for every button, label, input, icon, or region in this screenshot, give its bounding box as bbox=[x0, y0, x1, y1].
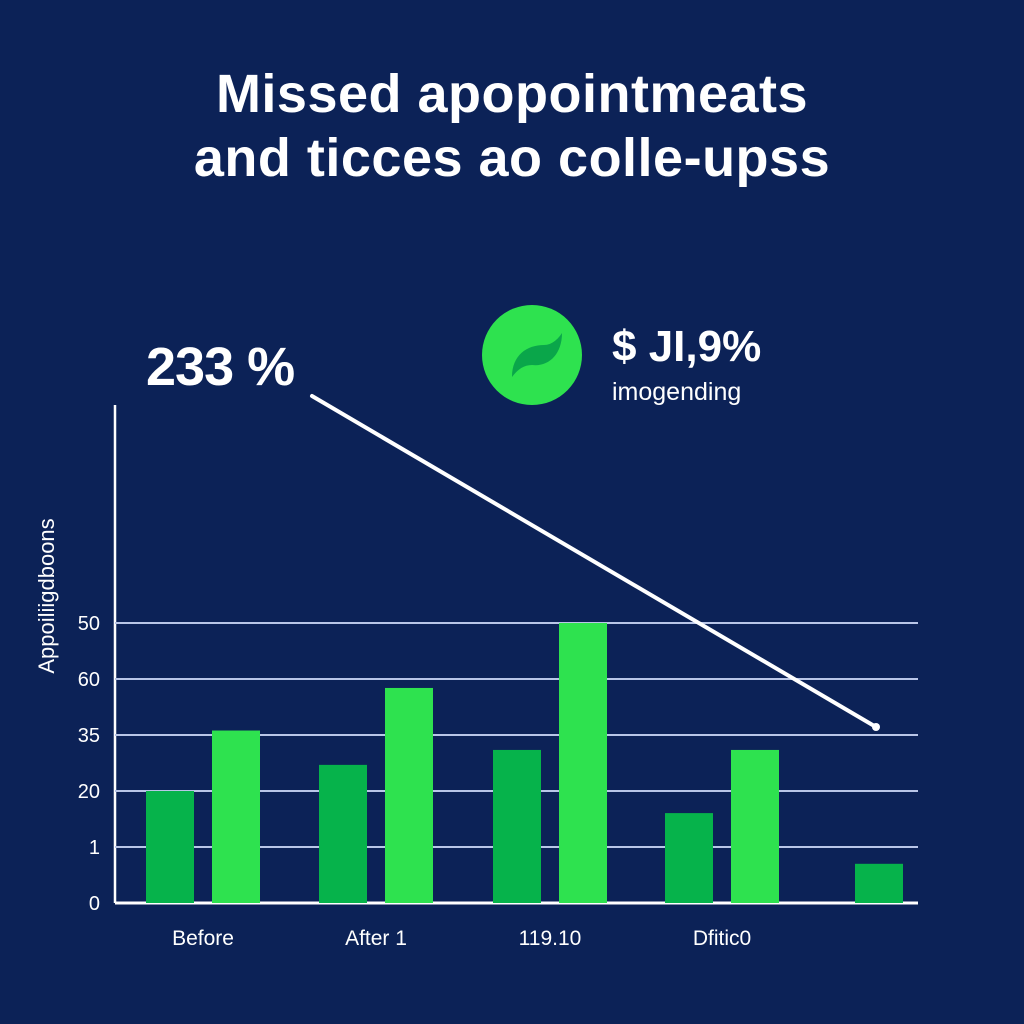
y-axis-label: Appoiliigdboons bbox=[34, 518, 59, 674]
bar-dark bbox=[319, 764, 367, 903]
x-tick-label: 119.10 bbox=[519, 927, 582, 950]
title-line-1: Missed apopointmeats bbox=[215, 64, 809, 124]
x-tick-label: After 1 bbox=[345, 927, 407, 950]
big-stat-callout: 233 % bbox=[146, 337, 295, 397]
bar-light bbox=[559, 623, 607, 903]
trend-line bbox=[310, 394, 878, 729]
title-line-2: and ticces ao colle-upss bbox=[193, 128, 831, 188]
trend-line-endpoint bbox=[872, 723, 880, 731]
y-tick-label: 20 bbox=[78, 781, 100, 803]
stat2-value: $ JI,9% bbox=[612, 322, 762, 371]
x-tick-label: Dfitic0 bbox=[693, 927, 751, 950]
bar-light bbox=[731, 749, 779, 903]
bar-dark bbox=[146, 791, 194, 903]
leaf-icon bbox=[512, 333, 562, 377]
bar-light bbox=[212, 730, 260, 903]
y-tick-label: 0 bbox=[89, 893, 100, 915]
bar-dark bbox=[493, 749, 541, 903]
stat2-label: imogending bbox=[612, 378, 742, 406]
y-tick-label: 35 bbox=[78, 725, 100, 747]
bar-light bbox=[385, 687, 433, 903]
y-tick-label: 1 bbox=[89, 837, 100, 859]
y-tick-label: 50 bbox=[78, 613, 100, 635]
y-tick-label: 60 bbox=[78, 669, 100, 691]
bar-dark bbox=[855, 863, 903, 903]
chart-title: Missed apopointmeats and ticces ao colle… bbox=[0, 62, 1024, 190]
bar-dark bbox=[665, 813, 713, 903]
x-tick-label: Before bbox=[172, 927, 234, 950]
badge-circle bbox=[482, 305, 582, 405]
